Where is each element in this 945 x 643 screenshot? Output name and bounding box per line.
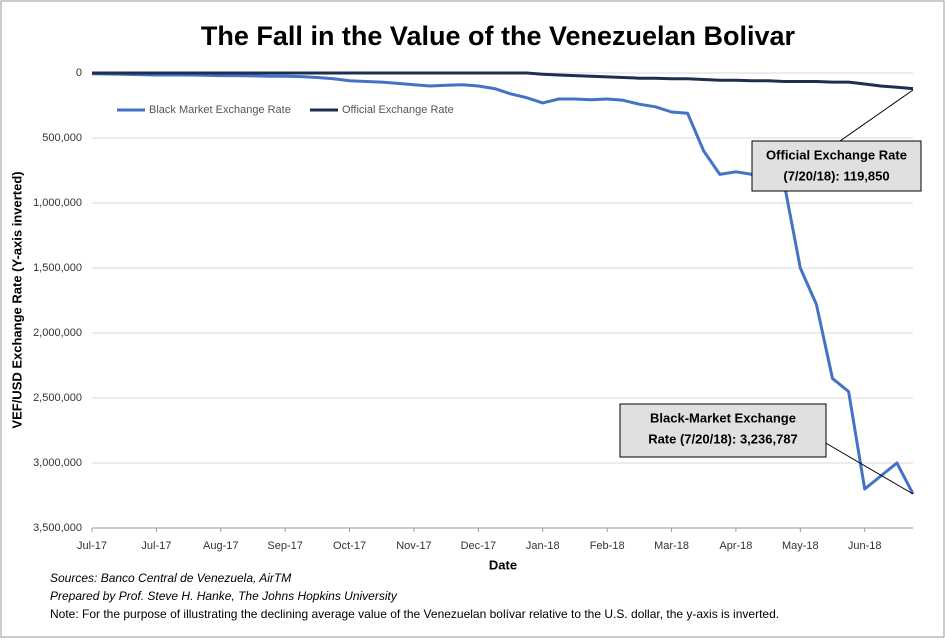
x-tick-label: Oct-17 xyxy=(333,540,366,552)
legend-label: Black Market Exchange Rate xyxy=(149,104,291,116)
y-tick-label: 3,000,000 xyxy=(33,457,82,469)
legend-label: Official Exchange Rate xyxy=(342,104,454,116)
y-tick-label: 0 xyxy=(76,67,82,79)
y-tick-label: 1,500,000 xyxy=(33,262,82,274)
y-tick-label: 500,000 xyxy=(42,132,82,144)
x-tick-label: Jun-18 xyxy=(848,540,882,552)
y-tick-label: 1,000,000 xyxy=(33,197,82,209)
chart-title: The Fall in the Value of the Venezuelan … xyxy=(201,21,796,51)
x-tick-label: May-18 xyxy=(782,540,819,552)
y-tick-label: 2,000,000 xyxy=(33,327,82,339)
y-tick-label: 3,500,000 xyxy=(33,522,82,534)
annotation-text: Official Exchange Rate xyxy=(766,147,907,162)
axis-note: Note: For the purpose of illustrating th… xyxy=(50,607,779,621)
x-tick-label: Apr-18 xyxy=(719,540,752,552)
x-tick-label: Jan-18 xyxy=(526,540,560,552)
series-line xyxy=(92,71,914,91)
annotation-box xyxy=(619,403,827,458)
annotation-box xyxy=(751,140,922,192)
x-axis-label: Date xyxy=(489,557,517,572)
y-axis-label: VEF/USD Exchange Rate (Y-axis inverted) xyxy=(9,171,24,428)
y-tick-label: 2,500,000 xyxy=(33,392,82,404)
annotation-text: Black-Market Exchange xyxy=(650,410,796,425)
source-note: Sources: Banco Central de Venezuela, Air… xyxy=(50,571,291,585)
annotation-text: Rate (7/20/18): 3,236,787 xyxy=(648,431,798,446)
x-tick-label: Nov-17 xyxy=(396,540,431,552)
x-tick-label: Jul-17 xyxy=(141,540,171,552)
annotation-text: (7/20/18): 119,850 xyxy=(783,168,889,183)
x-tick-label: Feb-18 xyxy=(590,540,625,552)
x-tick-label: Dec-17 xyxy=(461,540,496,552)
x-tick-label: Mar-18 xyxy=(654,540,689,552)
prepared-note: Prepared by Prof. Steve H. Hanke, The Jo… xyxy=(50,589,398,603)
x-tick-label: Sep-17 xyxy=(267,540,302,552)
x-tick-label: Jul-17 xyxy=(77,540,107,552)
annotation-leader xyxy=(839,89,914,142)
x-tick-label: Aug-17 xyxy=(203,540,238,552)
